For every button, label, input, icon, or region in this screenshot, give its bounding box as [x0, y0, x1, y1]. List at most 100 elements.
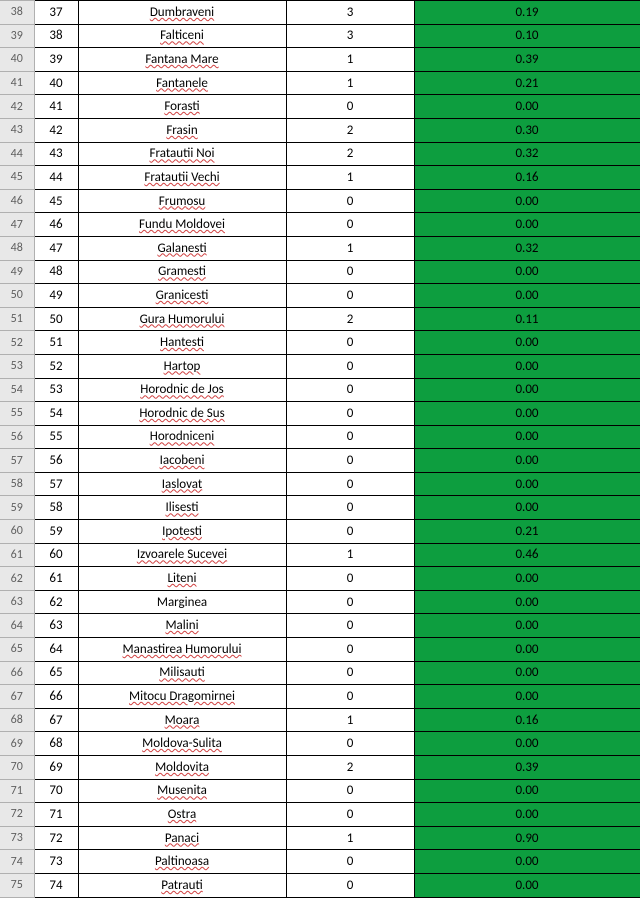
name-text: Malini [165, 618, 198, 633]
rate-cell: 0.32 [414, 236, 640, 260]
count-cell: 0 [286, 661, 414, 685]
count-cell: 0 [286, 354, 414, 378]
row-number-cell: 57 [0, 449, 34, 473]
name-text: Marginea [157, 595, 207, 610]
spreadsheet-table: 3837Dumbraveni30.193938Falticeni30.10403… [0, 0, 640, 898]
name-cell: Moara [78, 708, 286, 732]
count-cell: 1 [286, 166, 414, 190]
count-cell: 0 [286, 425, 414, 449]
rate-cell: 0.00 [414, 378, 640, 402]
table-row: 5958Ilisesti00.00 [0, 496, 640, 520]
index-cell: 38 [34, 24, 78, 48]
table-row: 5049Granicesti00.00 [0, 284, 640, 308]
name-cell: Manastirea Humorului [78, 638, 286, 662]
name-text: Milisauti [159, 665, 204, 680]
table-row: 4847Galanesti10.32 [0, 236, 640, 260]
count-cell: 0 [286, 284, 414, 308]
name-cell: Frasin [78, 118, 286, 142]
table-row: 7372Panaci10.90 [0, 826, 640, 850]
name-text: Horodnic de Jos [140, 382, 224, 397]
table-row: 6968Moldova-Sulita00.00 [0, 732, 640, 756]
rate-cell: 0.00 [414, 732, 640, 756]
rate-cell: 0.46 [414, 543, 640, 567]
row-number-cell: 40 [0, 48, 34, 72]
row-number-cell: 47 [0, 213, 34, 237]
row-number-cell: 73 [0, 826, 34, 850]
count-cell: 2 [286, 142, 414, 166]
name-cell: Galanesti [78, 236, 286, 260]
name-text: Manastirea Humorului [123, 642, 242, 657]
index-cell: 68 [34, 732, 78, 756]
index-cell: 49 [34, 284, 78, 308]
table-row: 7271Ostra00.00 [0, 803, 640, 827]
table-row: 4948Gramesti00.00 [0, 260, 640, 284]
name-text: Frasin [166, 123, 197, 138]
row-number-cell: 64 [0, 614, 34, 638]
count-cell: 0 [286, 331, 414, 355]
index-cell: 74 [34, 873, 78, 897]
name-cell: Ipotesti [78, 520, 286, 544]
index-cell: 64 [34, 638, 78, 662]
row-number-cell: 62 [0, 567, 34, 591]
name-text: Musenita [157, 783, 207, 798]
name-cell: Patrauti [78, 873, 286, 897]
row-number-cell: 52 [0, 331, 34, 355]
name-text: Horodniceni [150, 429, 215, 444]
name-cell: Panaci [78, 826, 286, 850]
name-cell: Ilisesti [78, 496, 286, 520]
name-text: Gura Humorului [140, 312, 225, 327]
index-cell: 47 [34, 236, 78, 260]
count-cell: 0 [286, 567, 414, 591]
count-cell: 0 [286, 638, 414, 662]
index-cell: 39 [34, 48, 78, 72]
rate-cell: 0.00 [414, 590, 640, 614]
index-cell: 54 [34, 402, 78, 426]
index-cell: 58 [34, 496, 78, 520]
rate-cell: 0.00 [414, 260, 640, 284]
name-text: Moldovita [155, 760, 209, 775]
index-cell: 46 [34, 213, 78, 237]
name-cell: Forasti [78, 95, 286, 119]
table-row: 4645Frumosu00.00 [0, 189, 640, 213]
name-text: Frumosu [159, 194, 206, 209]
count-cell: 1 [286, 543, 414, 567]
table-row: 6564Manastirea Humorului00.00 [0, 638, 640, 662]
table-row: 5756Iacobeni00.00 [0, 449, 640, 473]
name-cell: Liteni [78, 567, 286, 591]
row-number-cell: 45 [0, 166, 34, 190]
name-text: Fratautii Noi [150, 146, 215, 161]
count-cell: 1 [286, 71, 414, 95]
name-text: Fratautii Vechi [144, 170, 219, 185]
index-cell: 40 [34, 71, 78, 95]
table-row: 4342Frasin20.30 [0, 118, 640, 142]
index-cell: 65 [34, 661, 78, 685]
name-text: Fantana Mare [145, 52, 218, 67]
table-row: 4443Fratautii Noi20.32 [0, 142, 640, 166]
rate-cell: 0.00 [414, 449, 640, 473]
table-row: 6059Ipotesti00.21 [0, 520, 640, 544]
row-number-cell: 48 [0, 236, 34, 260]
row-number-cell: 50 [0, 284, 34, 308]
table-row: 5554Horodnic de Sus00.00 [0, 402, 640, 426]
rate-cell: 0.39 [414, 48, 640, 72]
count-cell: 3 [286, 24, 414, 48]
table-row: 5251Hantesti00.00 [0, 331, 640, 355]
name-text: Granicesti [156, 288, 209, 303]
name-cell: Paltinoasa [78, 850, 286, 874]
count-cell: 0 [286, 260, 414, 284]
name-text: Iacobeni [160, 453, 205, 468]
row-number-cell: 41 [0, 71, 34, 95]
name-text: Paltinoasa [155, 854, 209, 869]
table-row: 7069Moldovita20.39 [0, 756, 640, 780]
name-cell: Moldova-Sulita [78, 732, 286, 756]
count-cell: 0 [286, 213, 414, 237]
row-number-cell: 42 [0, 95, 34, 119]
row-number-cell: 49 [0, 260, 34, 284]
row-number-cell: 59 [0, 496, 34, 520]
name-cell: Gramesti [78, 260, 286, 284]
table-row: 4241Forasti00.00 [0, 95, 640, 119]
name-cell: Horodnic de Jos [78, 378, 286, 402]
rate-cell: 0.00 [414, 567, 640, 591]
name-text: Moara [165, 713, 200, 728]
row-number-cell: 71 [0, 779, 34, 803]
